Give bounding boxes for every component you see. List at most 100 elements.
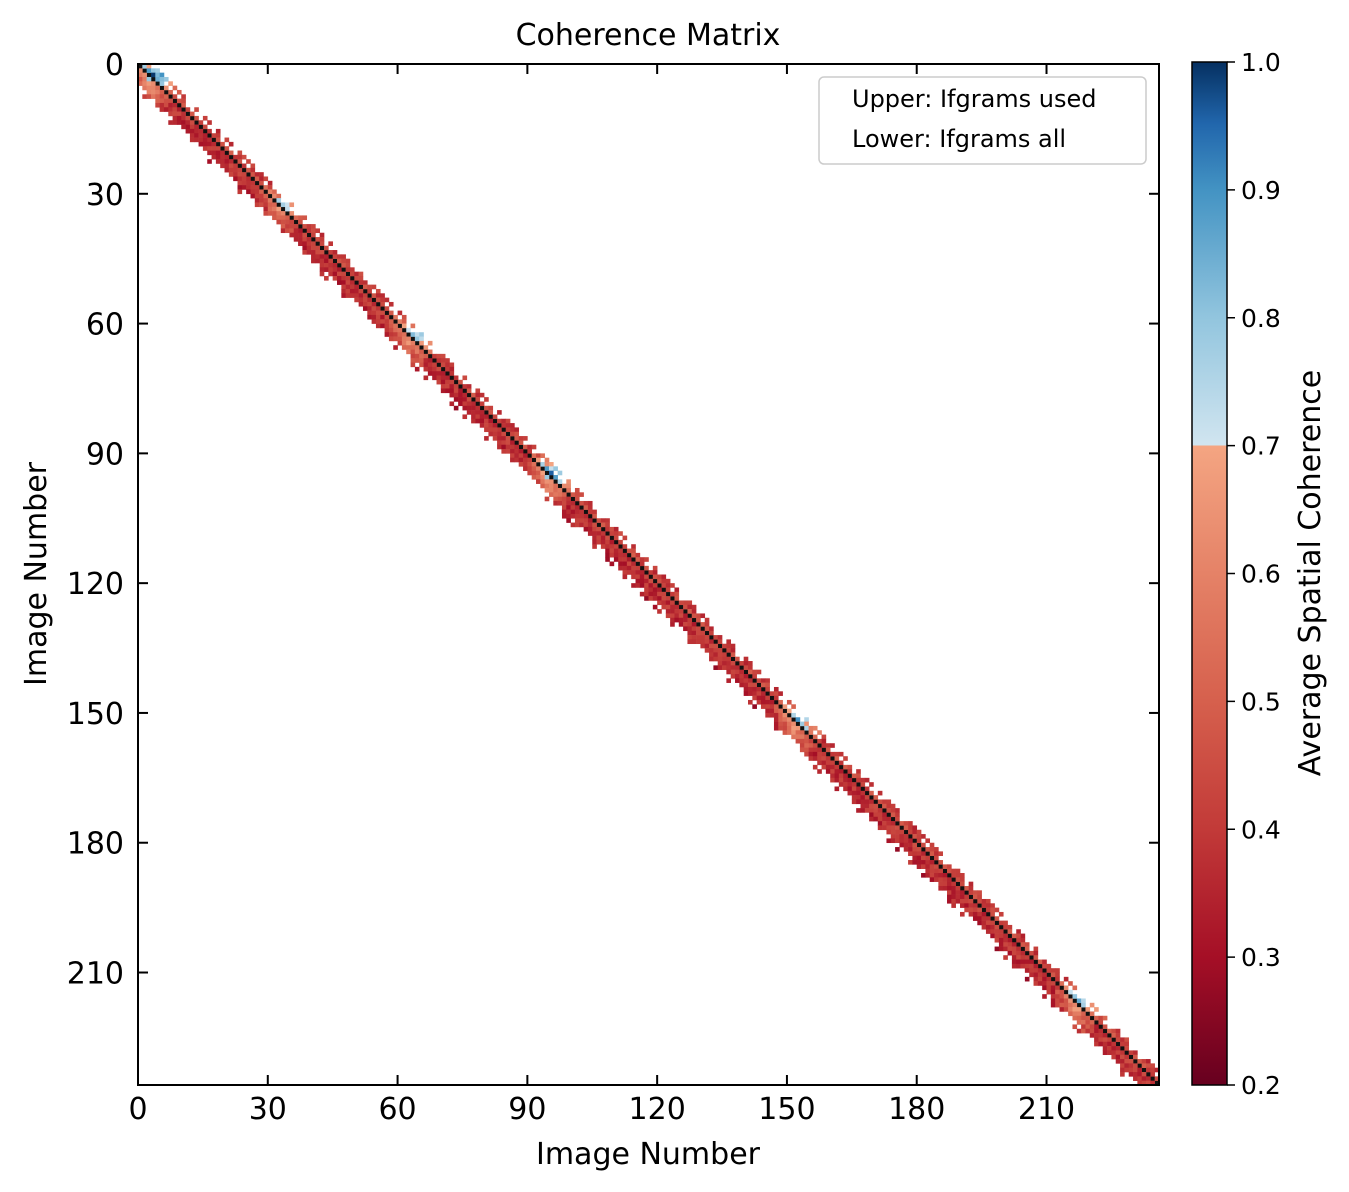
diagonal-cell	[475, 401, 481, 407]
matrix-cell	[146, 68, 152, 73]
matrix-cell	[756, 669, 762, 675]
matrix-cell	[514, 431, 520, 437]
matrix-cell	[1033, 946, 1039, 952]
matrix-cell	[639, 570, 645, 575]
diagonal-cell	[925, 851, 931, 857]
matrix-cell	[492, 427, 498, 433]
matrix-cell	[951, 894, 956, 900]
matrix-cell	[138, 81, 143, 86]
matrix-cell	[795, 730, 801, 735]
matrix-cell	[748, 661, 753, 666]
matrix-cell	[566, 487, 571, 493]
matrix-cell	[449, 362, 455, 368]
matrix-cell	[1154, 1076, 1159, 1081]
matrix-cell	[626, 561, 632, 567]
matrix-cell	[1120, 1037, 1125, 1043]
diagonal-cell	[648, 574, 654, 580]
matrix-cell	[912, 825, 918, 831]
diagonal-cell	[929, 855, 935, 861]
matrix-cell	[354, 275, 359, 281]
matrix-cell	[1007, 946, 1013, 952]
matrix-cell	[163, 102, 169, 108]
matrix-cell	[635, 583, 641, 588]
matrix-cell	[497, 436, 502, 441]
matrix-cell	[194, 137, 199, 143]
matrix-cell	[618, 561, 623, 567]
matrix-cell	[436, 366, 442, 372]
matrix-cell	[817, 756, 822, 761]
diagonal-cell	[561, 487, 567, 493]
matrix-cell	[367, 284, 372, 290]
matrix-cell	[349, 293, 355, 298]
matrix-cell	[786, 717, 792, 722]
matrix-cell	[384, 319, 390, 324]
matrix-cell	[523, 436, 528, 441]
matrix-cell	[406, 340, 411, 346]
matrix-cell	[769, 708, 775, 714]
matrix-cell	[501, 449, 507, 454]
matrix-cell	[176, 115, 182, 121]
matrix-cell	[851, 799, 857, 805]
diagonal-cell	[748, 674, 753, 679]
matrix-cell	[847, 769, 853, 774]
matrix-cell	[998, 946, 1004, 952]
matrix-cell	[652, 596, 658, 601]
matrix-cell	[1089, 1033, 1095, 1038]
matrix-cell	[211, 146, 217, 151]
matrix-cell	[393, 336, 398, 342]
matrix-cell	[544, 483, 550, 489]
matrix-cell	[661, 583, 667, 588]
matrix-cell	[964, 885, 969, 891]
matrix-cell	[778, 721, 783, 727]
matrix-cell	[544, 462, 550, 467]
matrix-cell	[440, 362, 446, 368]
matrix-cell	[583, 518, 589, 523]
matrix-cell	[263, 185, 269, 190]
matrix-cell	[825, 764, 831, 770]
matrix-cell	[938, 885, 943, 891]
matrix-cell	[371, 314, 377, 320]
matrix-cell	[869, 782, 874, 787]
matrix-cell	[947, 877, 952, 882]
matrix-cell	[959, 890, 965, 895]
matrix-cell	[263, 198, 269, 203]
matrix-cell	[977, 916, 982, 921]
matrix-cell	[397, 319, 403, 324]
matrix-cell	[488, 410, 494, 415]
matrix-cell	[726, 665, 731, 670]
matrix-cell	[146, 85, 152, 91]
matrix-cell	[1133, 1063, 1138, 1068]
matrix-cell	[838, 751, 844, 757]
matrix-cell	[592, 539, 597, 545]
diagonal-cell	[518, 444, 524, 450]
matrix-cell	[592, 513, 597, 519]
matrix-cell	[834, 777, 840, 783]
matrix-cell	[730, 674, 736, 679]
matrix-cell	[384, 314, 390, 320]
matrix-cell	[536, 479, 541, 484]
matrix-cell	[994, 916, 1000, 921]
matrix-cell	[812, 764, 818, 770]
matrix-cell	[453, 388, 459, 394]
diagonal-cell	[1107, 1033, 1112, 1038]
matrix-cell	[388, 327, 394, 333]
matrix-cell	[639, 583, 645, 588]
matrix-cell	[298, 228, 303, 234]
matrix-cell	[1011, 933, 1017, 939]
matrix-cell	[722, 656, 727, 662]
matrix-cell	[851, 790, 857, 796]
matrix-cell	[648, 583, 654, 588]
matrix-cell	[1029, 968, 1034, 973]
matrix-cell	[548, 470, 554, 476]
matrix-cell	[609, 561, 615, 567]
matrix-cell	[445, 388, 450, 394]
diagonal-cell	[605, 531, 610, 536]
diagonal-cell	[1072, 998, 1078, 1004]
matrix-cell	[1072, 1011, 1078, 1017]
matrix-cell	[497, 440, 502, 446]
matrix-cell	[1042, 985, 1047, 991]
matrix-cell	[700, 643, 706, 649]
matrix-cell	[959, 877, 965, 882]
matrix-cell	[895, 838, 900, 844]
diagonal-cell	[280, 206, 286, 212]
